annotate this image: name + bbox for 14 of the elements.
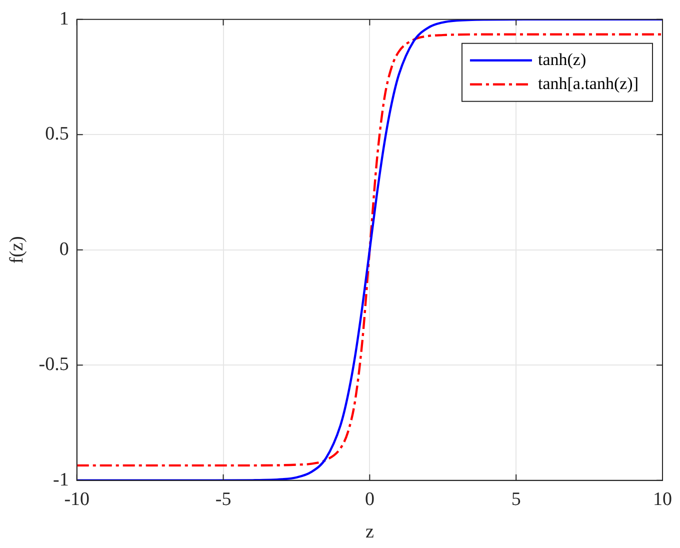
x-axis-title: z [365,522,374,543]
y-tick-label: 1 [59,8,69,30]
y-axis-title: f(z) [6,236,28,264]
y-tick-label: -0.5 [38,354,69,376]
legend-label: tanh[a.tanh(z)] [538,74,639,93]
x-tick-label: -5 [215,488,232,510]
x-tick-label: 5 [511,488,521,510]
y-tick-label: 0.5 [45,124,69,145]
x-tick-label: 10 [653,488,672,510]
y-tick-label: 0 [59,238,69,260]
x-tick-label: -10 [64,488,90,510]
legend-label: tanh(z) [538,50,586,69]
y-tick-label: -1 [53,469,69,490]
x-tick-label: 0 [364,488,374,510]
